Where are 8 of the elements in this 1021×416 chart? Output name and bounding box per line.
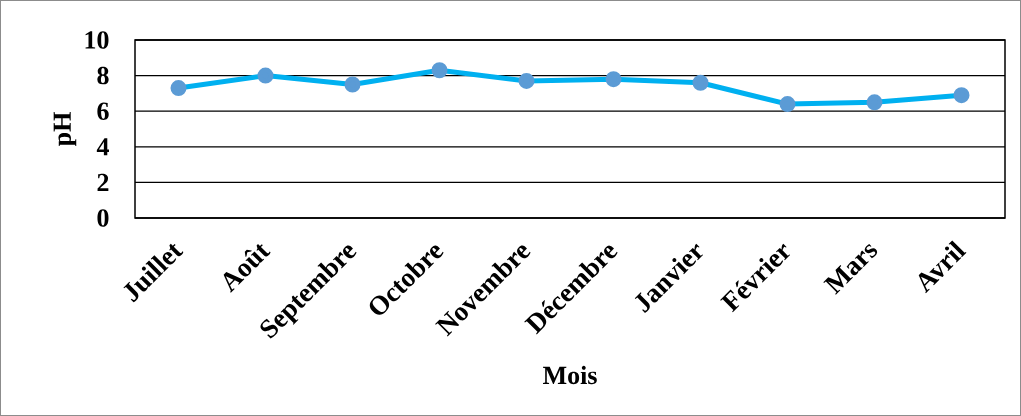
y-tick-label: 8: [97, 66, 109, 85]
x-axis-title: Mois: [543, 365, 597, 385]
y-tick-label: 2: [97, 173, 109, 192]
y-tick-label: 10: [85, 31, 109, 49]
y-tick-label: 0: [97, 209, 109, 227]
y-tick-label: 6: [97, 102, 109, 120]
y-tick-label: 4: [96, 138, 109, 156]
y-axis-title: pH: [53, 112, 77, 147]
